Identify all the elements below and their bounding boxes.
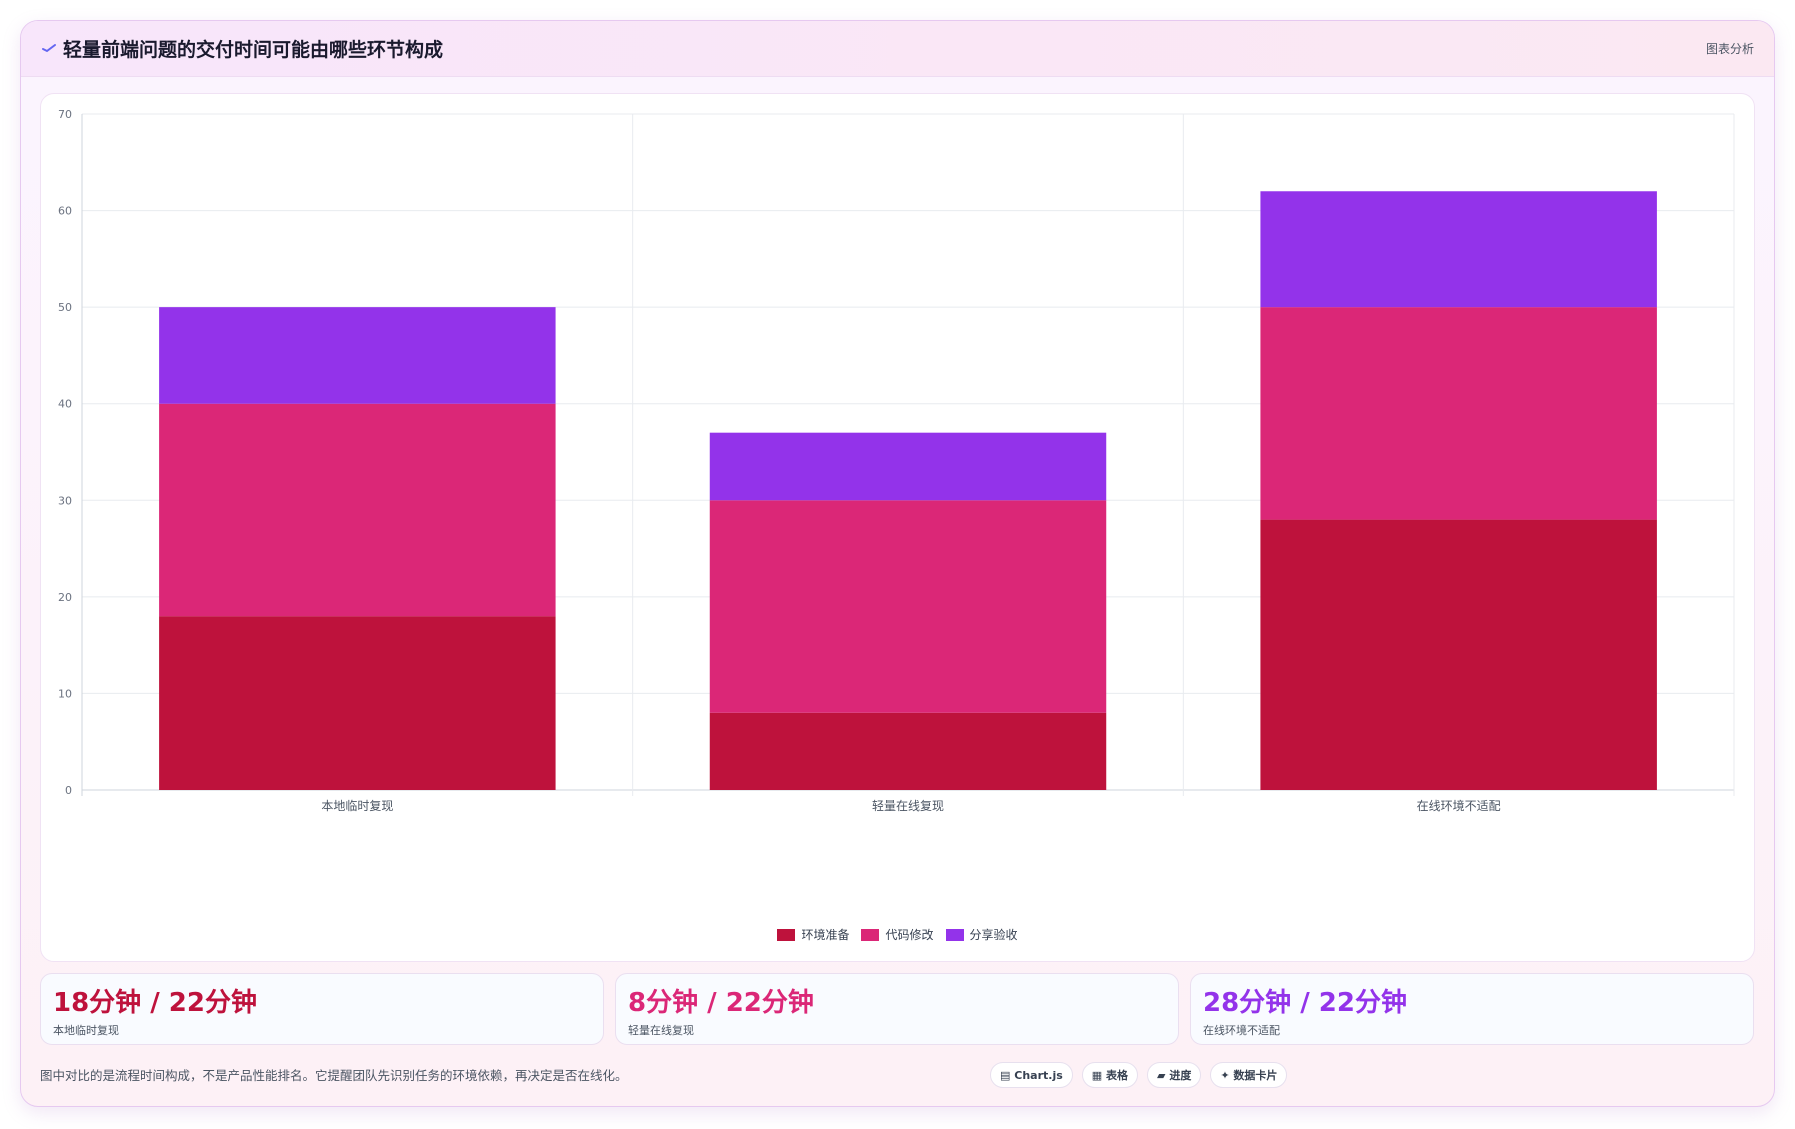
sparkle-icon: ✦ xyxy=(1220,1068,1230,1082)
bar-segment xyxy=(159,403,556,617)
stat-value: 8分钟 / 22分钟 xyxy=(628,988,814,1018)
y-tick-label: 40 xyxy=(58,398,72,411)
y-tick-label: 70 xyxy=(58,108,72,121)
chip-progress[interactable]: ▰ 进度 xyxy=(1147,1062,1202,1088)
bar-segment xyxy=(709,500,1107,713)
stat-label: 本地临时复现 xyxy=(53,1024,119,1037)
stat-label: 在线环境不适配 xyxy=(1203,1024,1280,1037)
y-tick-label: 60 xyxy=(58,205,72,218)
page-title: 轻量前端问题的交付时间可能由哪些环节构成 xyxy=(63,39,444,61)
legend-swatch xyxy=(777,928,796,941)
chip-label: 进度 xyxy=(1169,1069,1192,1082)
x-tick-label: 本地临时复现 xyxy=(321,799,393,813)
stat-label: 轻量在线复现 xyxy=(628,1024,694,1037)
table-icon: ▦ xyxy=(1091,1068,1103,1082)
trend-icon xyxy=(42,44,56,53)
stat-cards: 18分钟 / 22分钟 本地临时复现 8分钟 / 22分钟 轻量在线复现 28分… xyxy=(40,973,1755,1047)
chart-legend: 环境准备 代码修改 分享验收 xyxy=(41,926,1754,943)
footnote: 图中对比的是流程时间构成，不是产品性能排名。它提醒团队先识别任务的环境依赖，再决… xyxy=(40,1068,628,1083)
legend-label: 分享验收 xyxy=(969,928,1018,942)
chart-area: 0 10 20 30 40 50 60 70 本地临时复现 轻量在线复现 在线环境不适配 环境准备 代… xyxy=(40,93,1755,962)
chart-analysis-link[interactable]: 图表分析 xyxy=(1705,42,1754,56)
stat-card-unfit: 28分钟 / 22分钟 在线环境不适配 xyxy=(1190,973,1754,1045)
legend-item[interactable]: 环境准备 xyxy=(777,926,849,943)
y-tick-label: 0 xyxy=(65,784,72,797)
y-tick-label: 20 xyxy=(58,591,72,604)
legend-label: 代码修改 xyxy=(885,928,934,942)
legend-swatch xyxy=(945,928,964,941)
chip-label: 表格 xyxy=(1106,1069,1129,1082)
chip-chartjs[interactable]: ▤ Chart.js xyxy=(990,1062,1073,1088)
card-header: 轻量前端问题的交付时间可能由哪些环节构成 图表分析 xyxy=(21,21,1774,77)
legend-item[interactable]: 代码修改 xyxy=(861,926,934,943)
legend-swatch xyxy=(861,928,880,941)
x-tick-label: 在线环境不适配 xyxy=(1417,798,1501,813)
stat-value: 18分钟 / 22分钟 xyxy=(53,988,257,1018)
x-tick-label: 轻量在线复现 xyxy=(872,799,944,813)
bar-segment xyxy=(159,307,556,404)
bar-segment xyxy=(1260,519,1657,790)
y-tick-label: 50 xyxy=(58,301,72,314)
bar-segment xyxy=(709,712,1107,790)
chart-card: 轻量前端问题的交付时间可能由哪些环节构成 图表分析 0 10 20 30 40 50 60 7… xyxy=(20,20,1775,1107)
stacked-bar-chart: 0 10 20 30 40 50 60 70 本地临时复现 轻量在线复现 在线环境不适配 xyxy=(58,108,1735,813)
y-tick-label: 30 xyxy=(58,494,72,507)
chip-data-cards[interactable]: ✦ 数据卡片 xyxy=(1210,1062,1288,1088)
progress-icon: ▰ xyxy=(1157,1068,1166,1082)
chip-label: 数据卡片 xyxy=(1233,1069,1278,1082)
chart-icon: ▤ xyxy=(1000,1068,1011,1082)
stat-card-online: 8分钟 / 22分钟 轻量在线复现 xyxy=(615,973,1179,1045)
chip-table[interactable]: ▦ 表格 xyxy=(1081,1062,1139,1088)
stat-value: 28分钟 / 22分钟 xyxy=(1203,988,1407,1018)
bar-segment xyxy=(1260,307,1657,520)
legend-item[interactable]: 分享验收 xyxy=(945,926,1018,943)
stat-card-local: 18分钟 / 22分钟 本地临时复现 xyxy=(40,973,604,1045)
bar-segment xyxy=(709,432,1107,501)
legend-label: 环境准备 xyxy=(801,928,850,942)
bar-segment xyxy=(159,616,556,790)
bar-segment xyxy=(1260,191,1657,308)
chip-label: Chart.js xyxy=(1014,1068,1063,1082)
feature-chips: ▤ Chart.js ▦ 表格 ▰ 进度 ✦ 数据卡片 xyxy=(990,1062,1288,1088)
y-tick-label: 10 xyxy=(58,687,72,700)
